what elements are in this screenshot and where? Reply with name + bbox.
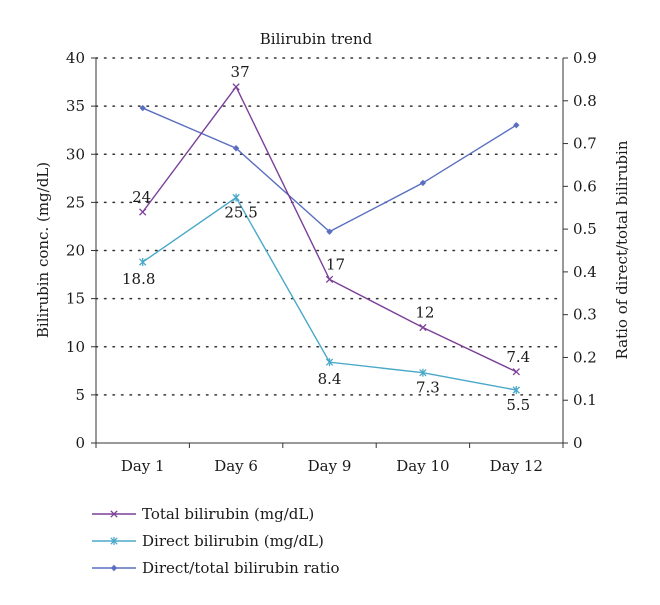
data-point bbox=[139, 104, 146, 112]
right-tick-label: 0.6 bbox=[573, 177, 597, 195]
data-point bbox=[419, 179, 427, 187]
x-tick-label: Day 12 bbox=[490, 457, 543, 475]
x-tick-label: Day 1 bbox=[121, 457, 165, 475]
data-point bbox=[110, 564, 118, 572]
data-point bbox=[326, 228, 333, 235]
right-tick-label: 0.3 bbox=[573, 306, 597, 324]
left-tick-label: 25 bbox=[66, 193, 85, 211]
data-point bbox=[419, 323, 427, 332]
legend: Total bilirubin (mg/dL) Direct bilirubin … bbox=[92, 505, 340, 577]
right-tick-label: 0 bbox=[573, 434, 583, 452]
data-label: 12 bbox=[415, 304, 434, 322]
data-point bbox=[110, 537, 118, 545]
left-tick-label: 5 bbox=[75, 386, 85, 404]
right-tick-label: 0.4 bbox=[573, 263, 597, 281]
data-point bbox=[232, 83, 240, 91]
left-tick-label: 35 bbox=[66, 97, 85, 115]
data-label: 24 bbox=[132, 188, 151, 206]
data-label: 8.4 bbox=[318, 370, 342, 388]
left-axis-ticks: 0 5 10 15 20 25 30 35 40 bbox=[66, 49, 96, 452]
series-total-bilirubin: 24 37 17 12 7.4 bbox=[132, 63, 530, 376]
left-axis-title: Bilirubin conc. (mg/dL) bbox=[34, 162, 52, 338]
right-axis-title: Ratio of direct/total bilirubin bbox=[613, 140, 631, 359]
series-direct-bilirubin: 18.8 25.5 8.4 7.3 5.5 bbox=[122, 193, 530, 414]
data-label: 18.8 bbox=[122, 270, 155, 288]
left-tick-label: 30 bbox=[66, 145, 85, 163]
data-point bbox=[512, 368, 520, 376]
left-tick-label: 20 bbox=[66, 242, 85, 260]
right-tick-label: 0.2 bbox=[573, 348, 597, 366]
data-point bbox=[139, 258, 147, 267]
data-label: 7.4 bbox=[506, 348, 530, 366]
left-tick-label: 10 bbox=[66, 338, 85, 356]
x-tick-label: Day 9 bbox=[308, 457, 352, 475]
right-axis-ticks: 0 0.1 0.2 0.3 0.4 0.5 0.6 0.7 0.8 0.9 bbox=[563, 49, 597, 452]
x-axis-ticks: Day 1 Day 6 Day 9 Day 10 Day 12 bbox=[95, 443, 564, 475]
data-point bbox=[232, 193, 240, 202]
data-label: 17 bbox=[326, 255, 345, 273]
legend-label: Direct bilirubin (mg/dL) bbox=[142, 532, 324, 550]
data-point bbox=[139, 208, 147, 216]
right-tick-label: 0.8 bbox=[573, 92, 597, 110]
series-ratio bbox=[139, 104, 520, 235]
data-point bbox=[110, 510, 118, 518]
data-point bbox=[419, 368, 427, 377]
series-layer: 18.8 25.5 8.4 7.3 5.5 24 37 17 12 7.4 bbox=[122, 63, 530, 414]
left-tick-label: 40 bbox=[66, 49, 85, 67]
legend-item: Total bilirubin (mg/dL) bbox=[92, 505, 314, 523]
data-label: 25.5 bbox=[224, 204, 257, 222]
data-label: 37 bbox=[231, 63, 250, 81]
data-point bbox=[512, 386, 520, 395]
gridlines bbox=[95, 57, 564, 396]
left-tick-label: 0 bbox=[75, 434, 85, 452]
chart-title: Bilirubin trend bbox=[260, 30, 373, 48]
data-point bbox=[232, 145, 240, 152]
right-tick-label: 0.5 bbox=[573, 220, 597, 238]
legend-label: Total bilirubin (mg/dL) bbox=[142, 505, 314, 523]
data-point bbox=[325, 275, 334, 284]
data-point bbox=[513, 121, 520, 129]
data-label: 5.5 bbox=[506, 396, 530, 414]
x-tick-label: Day 10 bbox=[396, 457, 449, 475]
right-tick-label: 0.7 bbox=[573, 135, 597, 153]
data-point bbox=[325, 358, 334, 367]
series-line bbox=[142, 107, 517, 233]
legend-label: Direct/total bilirubin ratio bbox=[142, 559, 340, 577]
data-label: 7.3 bbox=[416, 379, 440, 397]
x-tick-label: Day 6 bbox=[214, 457, 258, 475]
legend-item: Direct/total bilirubin ratio bbox=[92, 559, 340, 577]
legend-item: Direct bilirubin (mg/dL) bbox=[92, 532, 324, 550]
right-tick-label: 0.9 bbox=[573, 49, 597, 67]
left-tick-label: 15 bbox=[66, 290, 85, 308]
right-tick-label: 0.1 bbox=[573, 391, 597, 409]
